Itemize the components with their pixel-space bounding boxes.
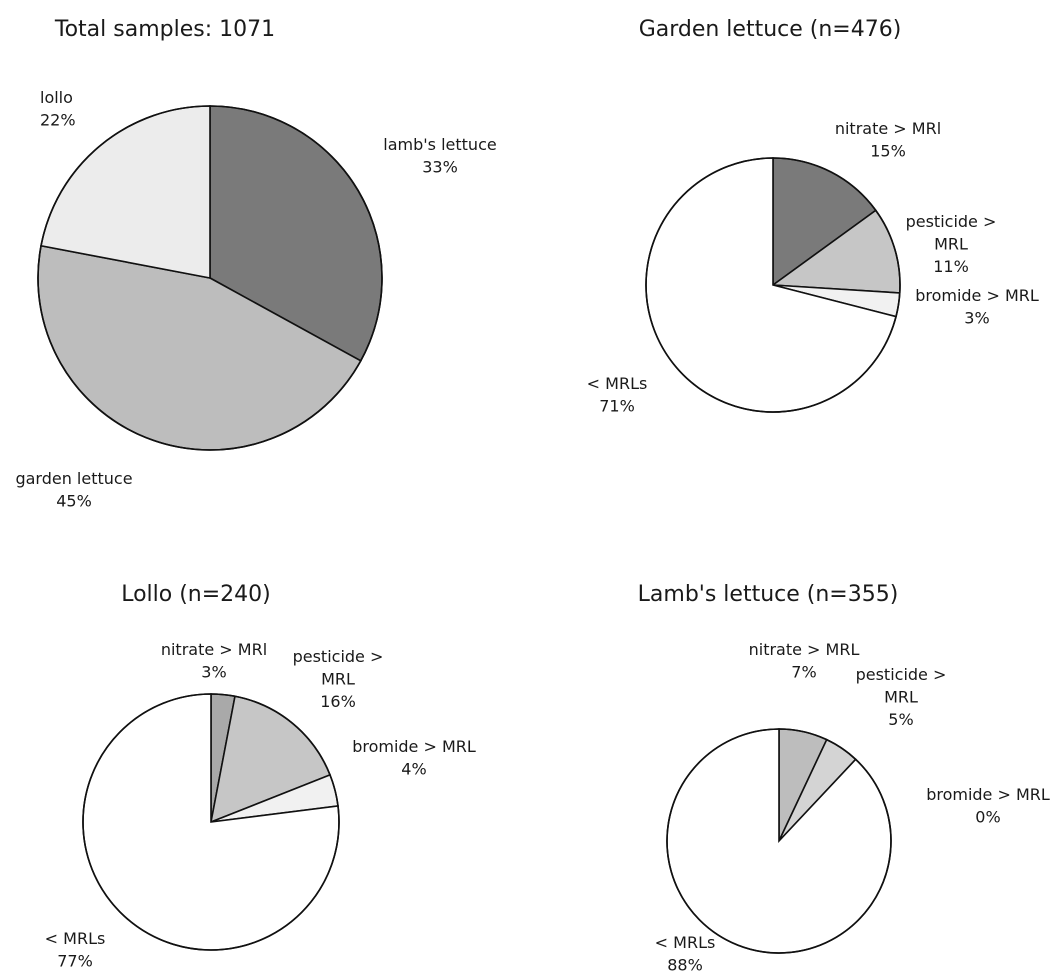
slice-label: bromide > MRL 3% [915, 286, 1039, 327]
slice-label-line: garden lettuce [15, 469, 132, 488]
pie-chart-3: Lollo (n=240) nitrate > MRl 3% pesticide > M… [45, 582, 476, 970]
slice-label-line: pesticide > [293, 647, 384, 666]
slice-label-line: MRL [321, 669, 355, 688]
slice-label: < MRLs 88% [655, 933, 716, 974]
slice-label-line: 71% [599, 396, 635, 415]
slice-label: < MRLs 71% [587, 374, 648, 415]
slice-label-line: nitrate > MRl [835, 119, 941, 138]
slice-label-line: < MRLs [587, 374, 648, 393]
slice-label-line: 11% [933, 257, 969, 276]
slice-label-line: nitrate > MRl [161, 640, 267, 659]
slice-label-line: lollo [40, 88, 73, 107]
chart-title: Lollo (n=240) [121, 582, 271, 607]
pie-chart-2: Garden lettuce (n=476) nitrate > MRl 15% pe… [587, 17, 1039, 415]
slice-label-line: lamb's lettuce [383, 135, 496, 154]
slice-label-line: < MRLs [655, 933, 716, 952]
slice-label-line: pesticide > [906, 212, 997, 231]
slice-label: pesticide > MRL 11% [906, 212, 997, 276]
slice-label: lollo 22% [40, 88, 76, 129]
slice-label-line: 4% [401, 759, 426, 778]
slice-label: nitrate > MRl 15% [835, 119, 941, 160]
slice-label: nitrate > MRL 7% [749, 640, 860, 681]
slice-label: < MRLs 77% [45, 929, 106, 970]
slice-label-line: MRL [934, 234, 968, 253]
slice-label-line: 5% [888, 710, 913, 729]
slice-label-line: 16% [320, 692, 356, 711]
slice-label-line: 77% [57, 951, 93, 970]
slice-label-line: MRL [884, 687, 918, 706]
slice-label: pesticide > MRL 5% [856, 665, 947, 729]
pie-outline [645, 157, 901, 413]
chart-title: Total samples: 1071 [54, 17, 275, 42]
pie-slice [666, 728, 892, 954]
pie-outline [37, 105, 383, 451]
slice-label-line: 22% [40, 110, 76, 129]
pie-outline [82, 693, 340, 951]
slice-label-line: 3% [201, 662, 226, 681]
slice-label-line: < MRLs [45, 929, 106, 948]
pie-outline [666, 728, 892, 954]
pie-chart-4: Lamb's lettuce (n=355) nitrate > MRL 7% pes… [638, 582, 1050, 974]
slice-label-line: nitrate > MRL [749, 640, 860, 659]
slice-label: bromide > MRL 0% [926, 785, 1050, 826]
slice-label: pesticide > MRL 16% [293, 647, 384, 711]
chart-title: Garden lettuce (n=476) [639, 17, 902, 42]
slice-label-line: bromide > MRL [915, 286, 1039, 305]
slice-label-line: bromide > MRL [352, 737, 476, 756]
slice-label-line: 45% [56, 491, 92, 510]
slice-label: nitrate > MRl 3% [161, 640, 267, 681]
slice-label-line: 0% [975, 807, 1000, 826]
slice-label-line: 3% [964, 308, 989, 327]
slice-label-line: 15% [870, 141, 906, 160]
chart-title: Lamb's lettuce (n=355) [638, 582, 899, 607]
slice-label-line: 88% [667, 955, 703, 974]
pie-chart-1: Total samples: 1071 lamb's lettuce 33% gard… [15, 17, 496, 510]
slice-label-line: 7% [791, 662, 816, 681]
slice-label-line: pesticide > [856, 665, 947, 684]
slice-label-line: bromide > MRL [926, 785, 1050, 804]
slice-label: lamb's lettuce 33% [383, 135, 496, 176]
slice-label-line: 33% [422, 157, 458, 176]
slice-label: garden lettuce 45% [15, 469, 132, 510]
slice-label: bromide > MRL 4% [352, 737, 476, 778]
